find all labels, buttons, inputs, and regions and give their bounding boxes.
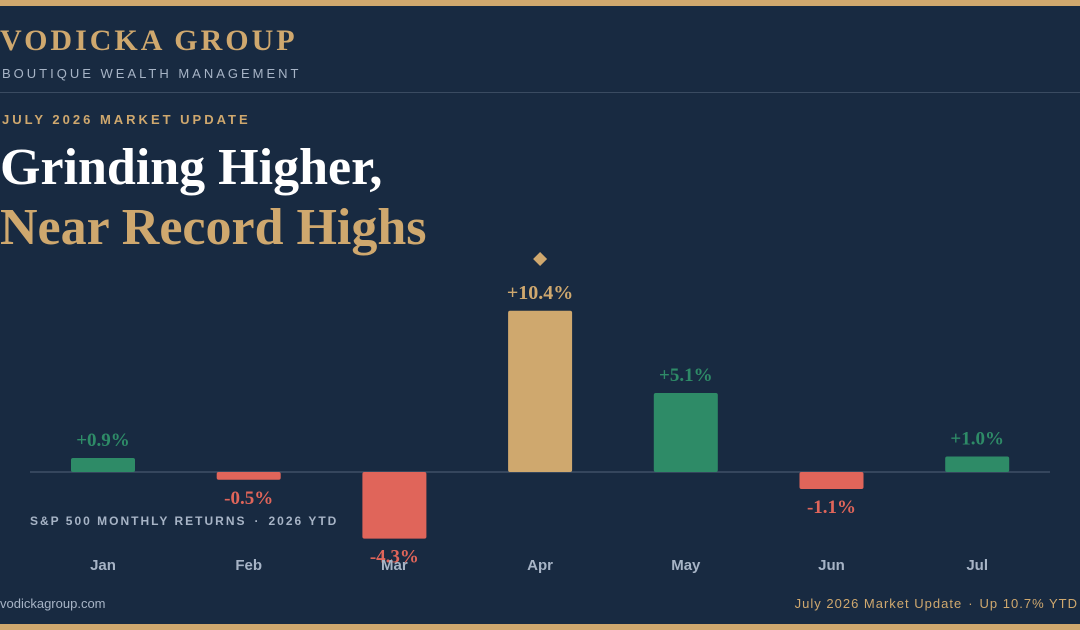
data-label-jul: +1.0% xyxy=(950,429,1004,450)
bar-mar xyxy=(362,472,427,539)
data-label-jun: -1.1% xyxy=(807,497,856,518)
headline-line-1: Grinding Higher, xyxy=(0,139,383,196)
brand-name: VODICKA GROUP xyxy=(0,24,298,57)
chart-caption-label: S&P 500 MONTHLY RETURNS xyxy=(30,514,247,528)
highlight-diamond-icon xyxy=(533,252,548,266)
data-label-jan: +0.9% xyxy=(76,430,130,451)
tick-label-may: May xyxy=(671,557,701,574)
data-label-feb: -0.5% xyxy=(224,488,273,509)
tick-label-feb: Feb xyxy=(235,557,262,574)
bar-apr xyxy=(508,310,573,472)
bar-jul xyxy=(945,456,1010,472)
update-eyebrow: JULY 2026 MARKET UPDATE xyxy=(2,112,251,127)
footer-separator: · xyxy=(968,596,974,611)
tick-label-mar: Mar xyxy=(381,557,408,574)
headline: Grinding Higher, Near Record Highs xyxy=(0,138,427,258)
tick-label-jul: Jul xyxy=(966,557,988,574)
chart-caption-period: 2026 YTD xyxy=(268,514,339,528)
header-divider xyxy=(0,92,1080,93)
data-label-may: +5.1% xyxy=(659,365,713,386)
footer-ytd: Up 10.7% YTD xyxy=(979,596,1078,611)
data-label-apr: +10.4% xyxy=(507,282,573,304)
footer-website[interactable]: vodickagroup.com xyxy=(0,596,106,611)
footer-update: July 2026 Market Update xyxy=(794,596,963,611)
top-accent-bar xyxy=(0,0,1080,6)
bar-may xyxy=(653,392,718,472)
bar-feb xyxy=(216,472,281,480)
data-label-mar: -4.3% xyxy=(370,547,419,568)
chart-caption-separator: · xyxy=(254,514,261,528)
brand-tagline: BOUTIQUE WEALTH MANAGEMENT xyxy=(2,66,302,81)
tick-label-apr: Apr xyxy=(527,557,553,574)
tick-label-jun: Jun xyxy=(818,557,845,574)
tick-label-jan: Jan xyxy=(90,557,116,574)
bar-jan xyxy=(71,458,135,472)
bottom-accent-bar xyxy=(0,624,1080,630)
footer-summary: July 2026 Market Update · Up 10.7% YTD xyxy=(795,596,1078,611)
bar-jun xyxy=(799,472,864,490)
chart-caption: S&P 500 MONTHLY RETURNS · 2026 YTD xyxy=(30,514,338,528)
headline-line-2: Near Record Highs xyxy=(0,199,427,256)
